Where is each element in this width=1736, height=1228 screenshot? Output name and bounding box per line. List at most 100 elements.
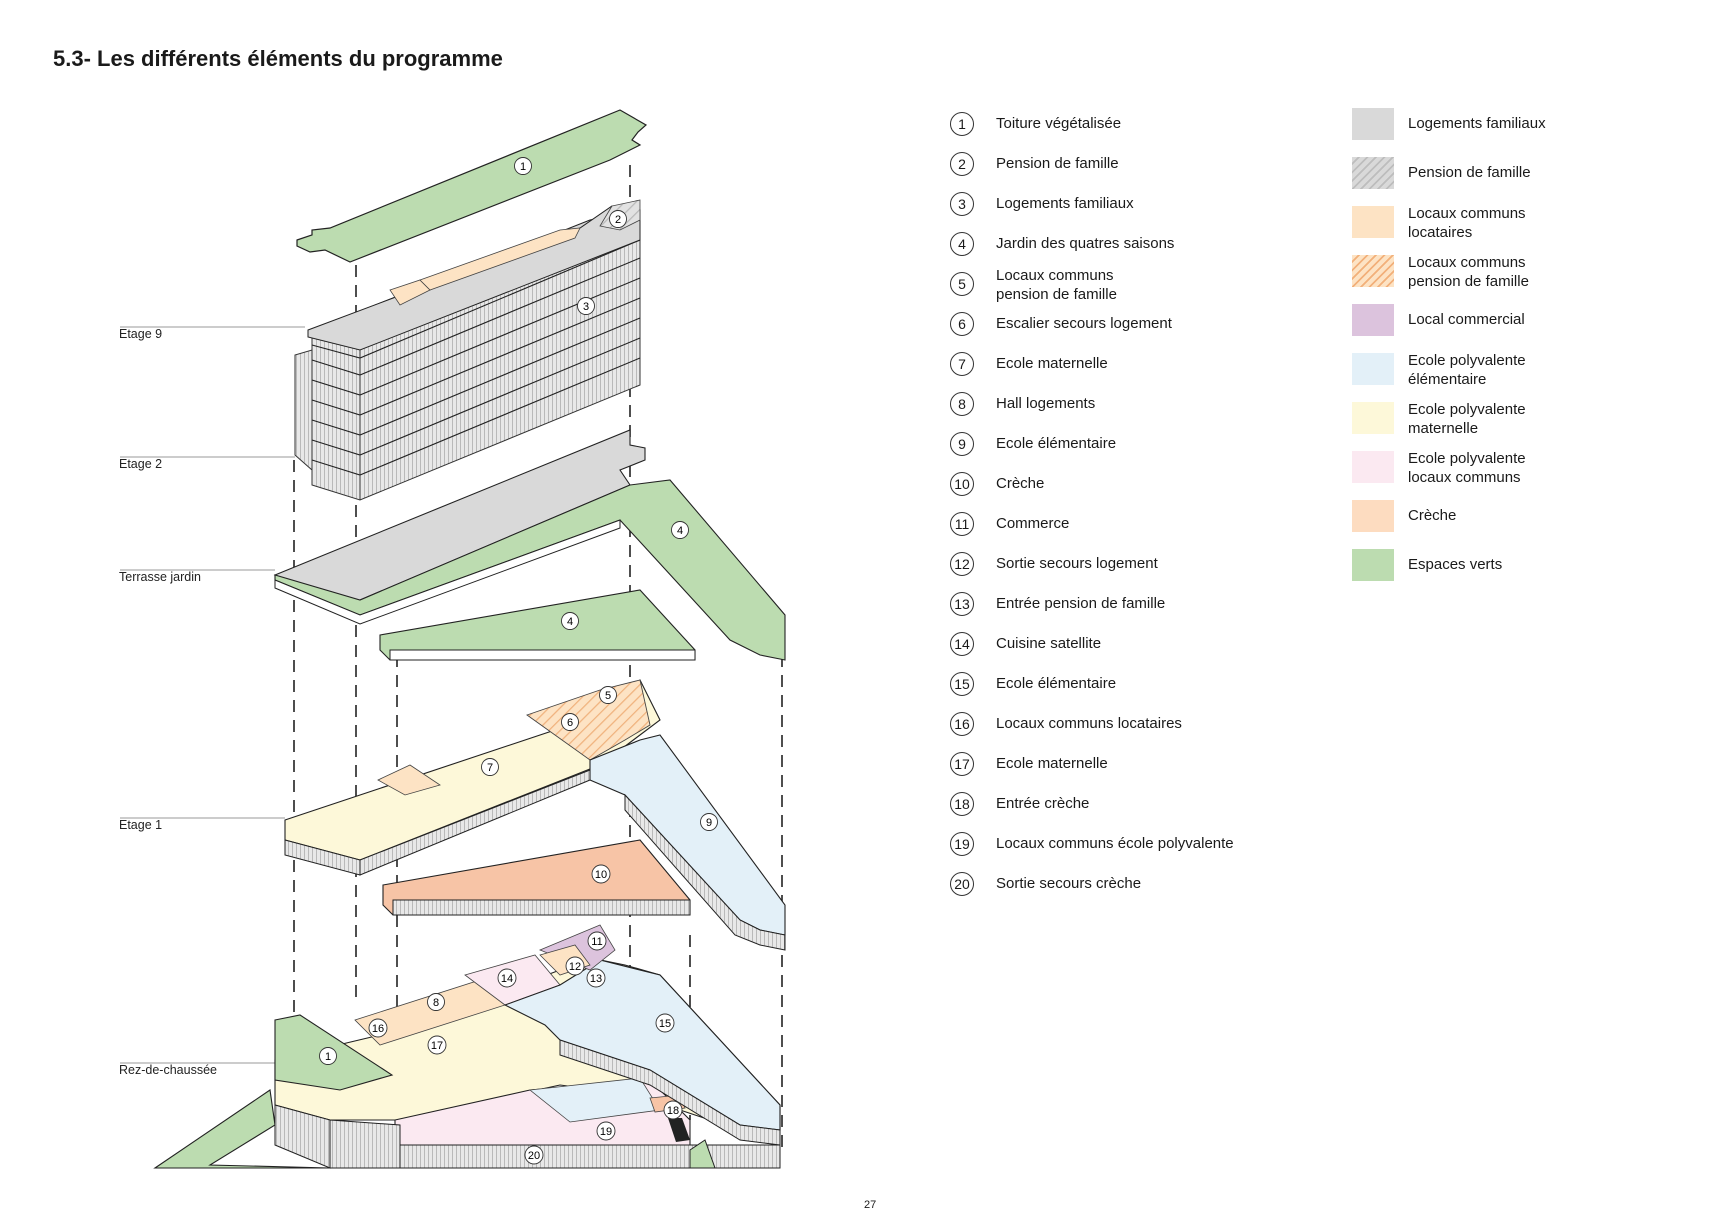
level-label-etage-9: Etage 9 [119, 327, 163, 341]
legend-label: Locaux communs locataires [1408, 205, 1526, 241]
number-badge: 20 [950, 872, 974, 896]
svg-text:6: 6 [567, 717, 573, 729]
list-item: 4 Jardin des quatres saisons [950, 232, 1280, 268]
list-item: 8 Hall logements [950, 392, 1280, 428]
legend-swatch [1352, 304, 1394, 336]
tag-11: 11 [587, 931, 607, 951]
legend-item: Ecole polyvalente maternelle [1352, 401, 1672, 446]
list-item: 16 Locaux communs locataires [950, 712, 1280, 748]
list-item-label: Sortie secours crèche [996, 875, 1142, 892]
number-badge: 6 [950, 312, 974, 336]
legend-item: Local commercial [1352, 304, 1672, 348]
tag-19: 19 [596, 1121, 616, 1141]
svg-text:8: 8 [433, 997, 439, 1009]
tag-18: 18 [663, 1100, 683, 1120]
svg-text:15: 15 [659, 1018, 671, 1030]
number-badge: 10 [950, 472, 974, 496]
tag-3: 3 [577, 297, 595, 315]
number-badge: 3 [950, 192, 974, 216]
list-item-label: Ecole maternelle [996, 355, 1108, 372]
legend-label: Ecole polyvalente maternelle [1408, 401, 1526, 437]
page-number: 27 [864, 1199, 877, 1211]
list-item: 19 Locaux communs école polyvalente [950, 832, 1280, 868]
list-item: 2 Pension de famille [950, 152, 1280, 188]
legend-swatch [1352, 451, 1394, 483]
list-item-label: Logements familiaux [996, 195, 1134, 212]
tag-16: 16 [368, 1018, 388, 1038]
svg-text:16: 16 [372, 1023, 384, 1035]
legend-swatch [1352, 157, 1394, 189]
list-item-label: Crèche [996, 475, 1045, 492]
page-title: 5.3- Les différents éléments du programm… [53, 46, 503, 71]
list-item-label: Entrée crèche [996, 795, 1090, 812]
tag-4a: 4 [671, 521, 689, 539]
legend-swatch [1352, 500, 1394, 532]
list-item-label: Sortie secours logement [996, 555, 1158, 572]
svg-text:1: 1 [325, 1051, 331, 1063]
list-item: 5 Locaux communs pension de famille [950, 267, 1280, 308]
number-badge: 17 [950, 752, 974, 776]
list-item: 1 Toiture végétalisée [950, 112, 1280, 148]
list-item: 10 Crèche [950, 472, 1280, 508]
list-item-label: Escalier secours logement [996, 315, 1172, 332]
legend-label: Local commercial [1408, 311, 1525, 328]
svg-text:3: 3 [583, 301, 589, 313]
legend-label: Ecole polyvalente locaux communs [1408, 450, 1526, 486]
svg-text:17: 17 [431, 1040, 443, 1052]
list-item: 6 Escalier secours logement [950, 312, 1280, 348]
legend-swatch [1352, 402, 1394, 434]
tower-block [294, 199, 641, 501]
list-item: 7 Ecole maternelle [950, 352, 1280, 388]
svg-text:18: 18 [667, 1105, 679, 1117]
legend-label: Logements familiaux [1408, 115, 1546, 132]
list-item-label: Cuisine satellite [996, 635, 1102, 652]
tag-10: 10 [591, 864, 611, 884]
tag-15: 15 [655, 1013, 675, 1033]
list-item-label: Locaux communs pension de famille [996, 267, 1117, 303]
list-item-label: Commerce [996, 515, 1070, 532]
roof-slab [296, 109, 648, 263]
svg-text:9: 9 [706, 817, 712, 829]
list-item-label: Locaux communs école polyvalente [996, 835, 1234, 852]
list-item-label: Hall logements [996, 395, 1096, 412]
number-badge: 7 [950, 352, 974, 376]
tag-5: 5 [599, 686, 617, 704]
svg-text:2: 2 [615, 214, 621, 226]
legend-item: Espaces verts [1352, 549, 1672, 593]
number-badge: 8 [950, 392, 974, 416]
svg-text:10: 10 [595, 869, 607, 881]
list-item: 11 Commerce [950, 512, 1280, 548]
diagram-tags: 1 2 3 4 4 5 6 7 9 10 11 12 13 14 8 15 16… [319, 157, 718, 1165]
number-badge: 1 [950, 112, 974, 136]
list-item-label: Ecole maternelle [996, 755, 1108, 772]
number-badge: 12 [950, 552, 974, 576]
legend-swatch [1352, 255, 1394, 287]
legend-swatch [1352, 206, 1394, 238]
legend-label: Espaces verts [1408, 556, 1503, 573]
number-badge: 11 [950, 512, 974, 536]
svg-text:11: 11 [591, 936, 602, 948]
legend-label: Pension de famille [1408, 164, 1531, 181]
ground-floor [153, 924, 781, 1169]
level-label-terrasse: Terrasse jardin [119, 570, 201, 584]
level-label-rdc: Rez-de-chaussée [119, 1063, 217, 1077]
legend-item: Locaux communs pension de famille [1352, 254, 1672, 299]
tag-20: 20 [524, 1145, 544, 1165]
number-badge: 9 [950, 432, 974, 456]
legend-swatch [1352, 549, 1394, 581]
tag-4b: 4 [561, 612, 579, 630]
list-item: 12 Sortie secours logement [950, 552, 1280, 588]
svg-text:4: 4 [677, 525, 683, 537]
number-badge: 18 [950, 792, 974, 816]
level-leaders [120, 326, 305, 1064]
number-badge: 15 [950, 672, 974, 696]
legend-label: Locaux communs pension de famille [1408, 254, 1529, 290]
tag-9: 9 [700, 813, 718, 831]
list-item: 20 Sortie secours crèche [950, 872, 1280, 908]
legend-label: Crèche [1408, 507, 1457, 524]
list-item-label: Ecole élémentaire [996, 435, 1117, 452]
tag-12: 12 [565, 956, 585, 976]
legend-item: Crèche [1352, 500, 1672, 544]
level-1 [284, 679, 786, 951]
